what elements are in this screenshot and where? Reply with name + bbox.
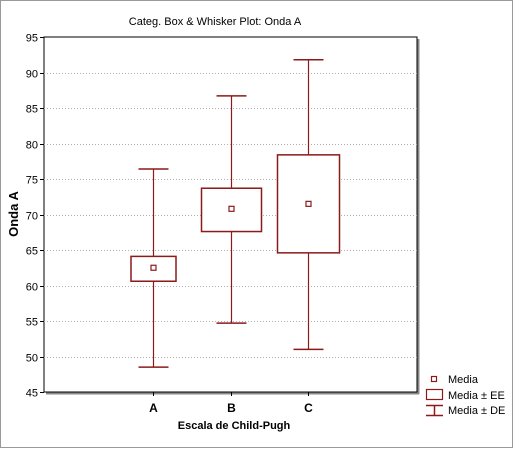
- box-group-a: [130, 168, 177, 368]
- x-category-label: A: [149, 401, 158, 415]
- y-tick-label: 90: [26, 69, 38, 81]
- box-group-b: [200, 95, 263, 324]
- legend-item-ee: Media ± EE: [425, 388, 505, 402]
- y-tick-label: 80: [26, 140, 38, 152]
- y-tick-label: 55: [26, 317, 38, 329]
- y-tick-label: 95: [26, 33, 38, 45]
- x-category-label: B: [227, 401, 236, 415]
- y-tick-label: 45: [26, 388, 38, 400]
- chart-title: Categ. Box & Whisker Plot: Onda A: [129, 16, 302, 28]
- y-tick-label: 50: [26, 353, 38, 365]
- x-axis-categories: A B C: [149, 392, 313, 415]
- y-tick-label: 60: [26, 282, 38, 294]
- y-axis-label: Onda A: [6, 191, 21, 237]
- y-tick-label: 70: [26, 211, 38, 223]
- legend: Media Media ± EE Media ± DE: [425, 374, 505, 417]
- box-ee: [130, 255, 177, 282]
- legend-item-de: Media ± DE: [426, 404, 505, 417]
- x-category-label: C: [304, 401, 313, 415]
- box-ee: [200, 187, 263, 233]
- y-tick-label: 85: [26, 104, 38, 116]
- box-ee: [276, 154, 341, 254]
- legend-ee-label: Media ± EE: [448, 390, 505, 402]
- y-axis-ticks: 45 50 55 60 65 70 75 80 85 90 95: [26, 33, 44, 400]
- legend-mean-marker: [430, 375, 438, 383]
- y-tick-label: 75: [26, 175, 38, 187]
- box-series: [130, 58, 341, 368]
- box-group-c: [276, 58, 341, 351]
- mean-marker: [150, 264, 157, 271]
- mean-marker: [305, 200, 312, 207]
- legend-mean-label: Media: [448, 374, 479, 386]
- legend-item-mean: Media: [430, 374, 479, 386]
- legend-de-label: Media ± DE: [448, 405, 505, 417]
- mean-marker: [228, 205, 235, 212]
- y-tick-label: 65: [26, 246, 38, 258]
- x-axis-label: Escala de Child-Pugh: [178, 420, 291, 432]
- legend-ee-box: [425, 388, 444, 401]
